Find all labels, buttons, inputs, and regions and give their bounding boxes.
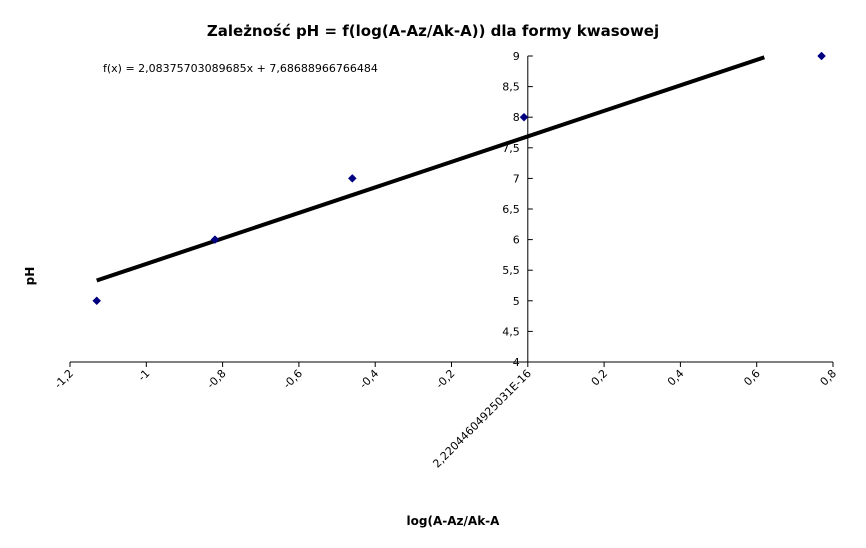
trendline (96, 55, 765, 283)
y-tick-label: 4 (513, 356, 520, 369)
x-tick-label: -0,4 (357, 367, 381, 391)
y-tick-label: 9 (513, 50, 520, 63)
y-tick-label: 5,5 (502, 264, 520, 277)
x-axis-title: log(A-Az/Ak-A (407, 514, 501, 528)
y-tick-label: 6 (513, 234, 520, 247)
x-tick-label: -0,8 (204, 367, 228, 391)
trendline-group (96, 55, 765, 283)
data-point (817, 51, 826, 61)
trendline-equation: f(x) = 2,08375703089685x + 7,68688966766… (103, 62, 378, 75)
x-tick-label: -0,2 (433, 367, 457, 391)
x-tick-label: -1 (135, 367, 152, 384)
y-tick-label: 8 (513, 111, 520, 124)
data-point (347, 174, 357, 183)
y-tick-label: 6,5 (502, 203, 520, 216)
x-tick-label: 0,4 (665, 367, 687, 389)
data-point (92, 296, 102, 306)
x-tick-label: 0,6 (741, 367, 763, 389)
chart-title: Zależność pH = f(log(A-Az/Ak-A)) dla for… (207, 22, 659, 40)
x-tick-label: -1,2 (52, 367, 76, 391)
data-points (92, 51, 826, 306)
y-tick-label: 7 (513, 172, 520, 185)
y-tick-label: 8,5 (502, 81, 520, 94)
data-point (210, 235, 220, 244)
y-tick-label: 5 (513, 295, 520, 308)
y-axis-ticks: 44,555,566,577,588,59 (502, 50, 533, 369)
x-tick-label: -0,6 (281, 367, 305, 391)
y-axis-title: pH (23, 267, 37, 286)
x-axis-ticks: -1,2 -1 -0,8 -0,6 -0,4 -0,22,22044604925031E-… (52, 362, 839, 470)
y-tick-label: 4,5 (502, 325, 520, 338)
axes (70, 56, 833, 363)
x-tick-label: 0,2 (589, 367, 611, 389)
x-tick-label: 0,8 (818, 367, 840, 389)
data-point (519, 112, 529, 122)
